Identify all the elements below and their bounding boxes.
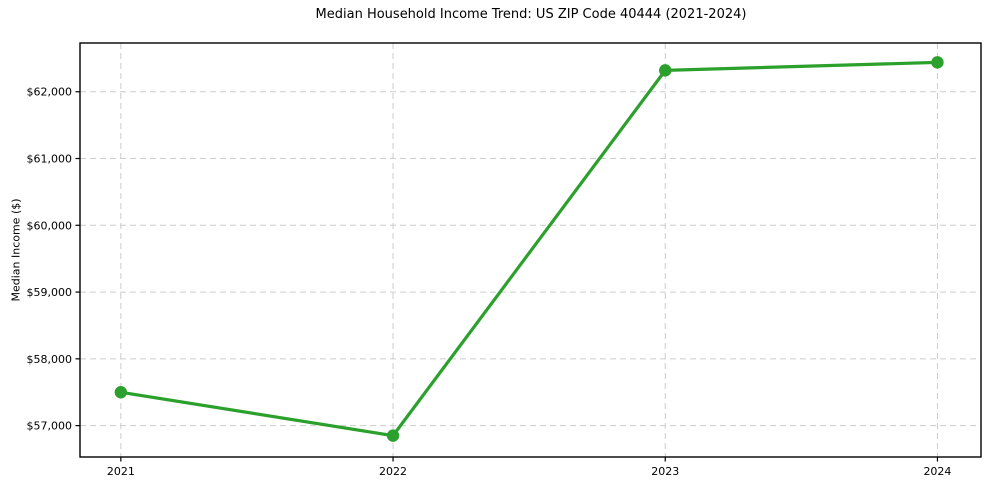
x-tick-label: 2022 <box>379 465 407 478</box>
y-tick-label: $59,000 <box>27 286 73 299</box>
data-line <box>119 60 940 438</box>
y-tick-label: $60,000 <box>27 219 73 232</box>
y-tick-label: $57,000 <box>27 420 73 433</box>
x-tick-label: 2021 <box>107 465 135 478</box>
chart-title: Median Household Income Trend: US ZIP Co… <box>315 7 747 22</box>
x-tick-label: 2024 <box>923 465 951 478</box>
y-tick-label: $58,000 <box>27 353 73 366</box>
x-tick-label: 2023 <box>651 465 679 478</box>
data-point <box>931 56 944 69</box>
y-tick-label: $62,000 <box>27 86 73 99</box>
data-point <box>659 64 672 77</box>
y-tick-label: $61,000 <box>27 153 73 166</box>
data-point <box>114 386 128 399</box>
plot-frame <box>79 42 982 458</box>
data-point <box>386 429 400 442</box>
